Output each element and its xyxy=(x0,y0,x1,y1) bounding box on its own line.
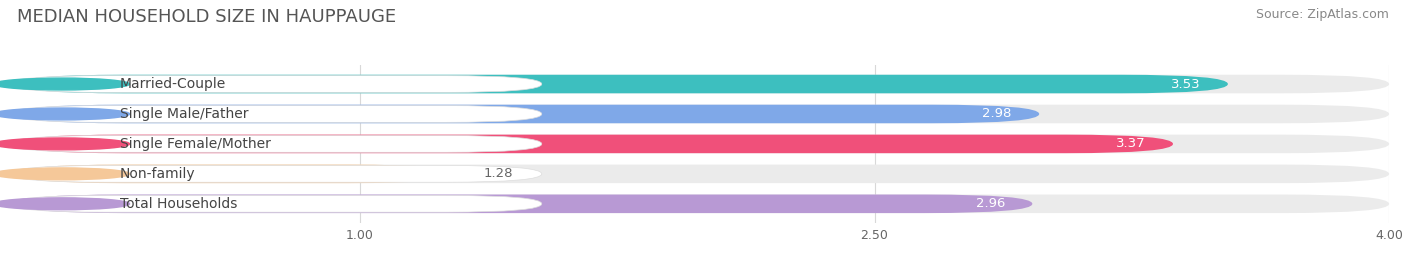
Text: 3.37: 3.37 xyxy=(1116,137,1146,150)
FancyBboxPatch shape xyxy=(17,75,1227,93)
FancyBboxPatch shape xyxy=(17,75,1389,93)
Text: 2.98: 2.98 xyxy=(983,108,1012,121)
FancyBboxPatch shape xyxy=(10,165,541,182)
Text: Single Male/Father: Single Male/Father xyxy=(120,107,249,121)
Text: Single Female/Mother: Single Female/Mother xyxy=(120,137,271,151)
FancyBboxPatch shape xyxy=(17,194,1032,213)
Text: 2.96: 2.96 xyxy=(976,197,1005,210)
Text: MEDIAN HOUSEHOLD SIZE IN HAUPPAUGE: MEDIAN HOUSEHOLD SIZE IN HAUPPAUGE xyxy=(17,8,396,26)
Text: Non-family: Non-family xyxy=(120,167,195,181)
Circle shape xyxy=(0,108,129,120)
FancyBboxPatch shape xyxy=(17,105,1039,123)
FancyBboxPatch shape xyxy=(17,165,1389,183)
Text: 3.53: 3.53 xyxy=(1171,77,1201,91)
FancyBboxPatch shape xyxy=(17,134,1173,153)
Circle shape xyxy=(0,168,129,180)
FancyBboxPatch shape xyxy=(10,76,541,93)
Circle shape xyxy=(0,78,129,90)
Circle shape xyxy=(0,138,129,150)
FancyBboxPatch shape xyxy=(17,105,1389,123)
Circle shape xyxy=(0,198,129,210)
FancyBboxPatch shape xyxy=(17,165,456,183)
Text: Total Households: Total Households xyxy=(120,197,238,211)
Text: 1.28: 1.28 xyxy=(484,167,513,180)
FancyBboxPatch shape xyxy=(10,195,541,212)
FancyBboxPatch shape xyxy=(17,134,1389,153)
FancyBboxPatch shape xyxy=(17,194,1389,213)
FancyBboxPatch shape xyxy=(10,136,541,152)
Text: Married-Couple: Married-Couple xyxy=(120,77,226,91)
FancyBboxPatch shape xyxy=(10,106,541,122)
Text: Source: ZipAtlas.com: Source: ZipAtlas.com xyxy=(1256,8,1389,21)
